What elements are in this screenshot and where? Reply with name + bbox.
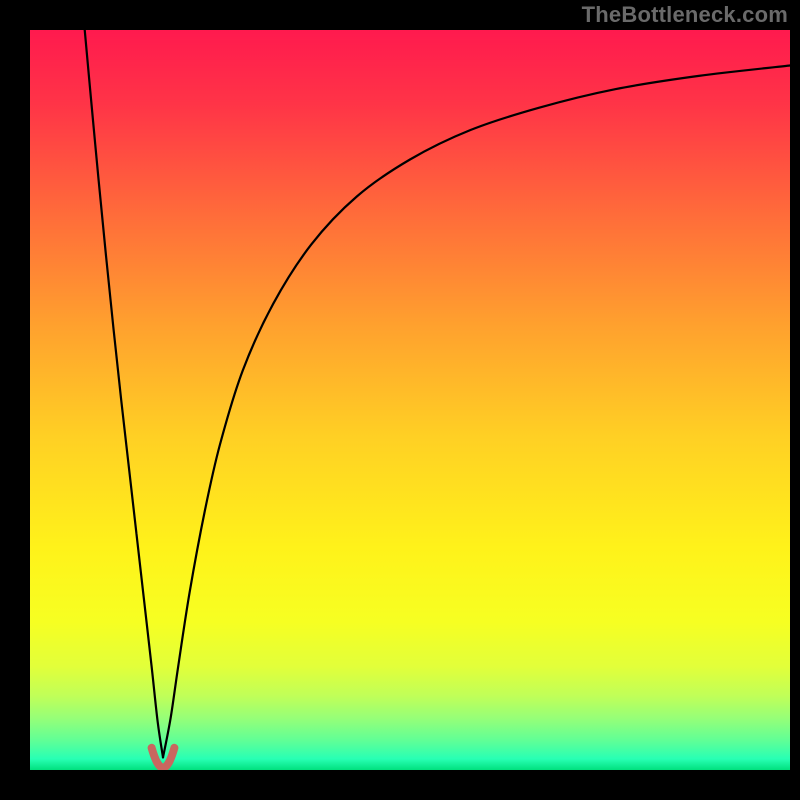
watermark-label: TheBottleneck.com xyxy=(582,2,788,28)
curve-right_branch xyxy=(163,66,790,758)
chart-container: TheBottleneck.com xyxy=(0,0,800,800)
curve-layer xyxy=(30,30,790,770)
plot-area xyxy=(30,30,790,770)
curve-left_branch xyxy=(85,30,163,757)
